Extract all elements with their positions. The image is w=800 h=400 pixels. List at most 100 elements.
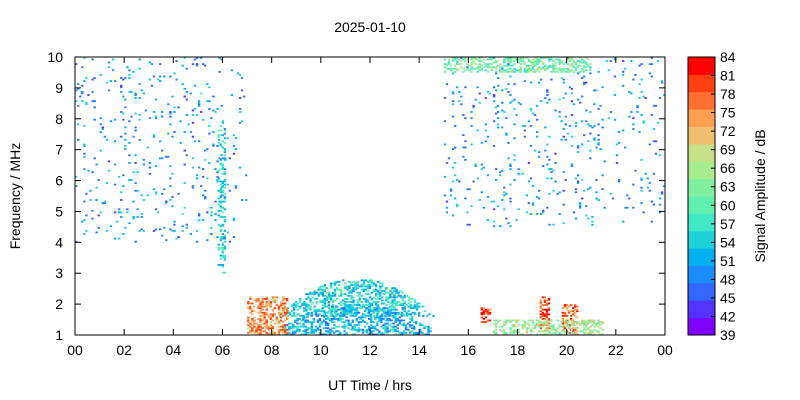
heatmap-cell — [576, 151, 580, 154]
heatmap-cell — [484, 123, 488, 126]
heatmap-cell — [217, 141, 220, 144]
heatmap-cell — [217, 169, 220, 172]
heatmap-cell — [513, 154, 516, 157]
heatmap-cell — [385, 288, 388, 291]
heatmap-cell — [327, 301, 331, 303]
heatmap-cell — [171, 196, 174, 198]
heatmap-cell — [525, 57, 529, 59]
heatmap-cell — [636, 106, 639, 109]
heatmap-cell — [107, 169, 111, 172]
heatmap-cell — [283, 305, 287, 308]
heatmap-cell — [372, 301, 376, 303]
heatmap-cell — [358, 297, 361, 300]
heatmap-cell — [290, 314, 294, 317]
heatmap-cell — [525, 331, 529, 334]
heatmap-cell — [474, 165, 477, 167]
heatmap-cell — [413, 304, 417, 306]
heatmap-cell — [381, 302, 384, 305]
heatmap-cell — [361, 321, 365, 323]
heatmap-cell — [519, 63, 522, 66]
heatmap-cell — [548, 168, 551, 171]
heatmap-cell — [650, 63, 654, 66]
heatmap-cell — [327, 293, 331, 296]
heatmap-cell — [327, 304, 331, 306]
heatmap-cell — [247, 301, 250, 303]
heatmap-cell — [621, 220, 625, 223]
heatmap-cell — [403, 307, 406, 310]
colorbar-swatch — [688, 143, 715, 162]
heatmap-cell — [558, 191, 561, 194]
heatmap-cell — [391, 288, 394, 291]
heatmap-cell — [370, 333, 373, 336]
heatmap-cell — [486, 64, 490, 67]
heatmap-cell — [398, 319, 402, 322]
heatmap-cell — [615, 143, 619, 146]
heatmap-cell — [460, 60, 463, 62]
heatmap-cell — [199, 111, 203, 113]
heatmap-cell — [517, 331, 520, 334]
heatmap-cell — [118, 237, 121, 240]
x-tick-label: 00 — [67, 342, 83, 358]
heatmap-cell — [351, 305, 354, 308]
heatmap-cell — [380, 314, 383, 317]
heatmap-cell — [374, 288, 378, 291]
heatmap-cell — [658, 154, 662, 157]
colorbar-swatch — [688, 57, 715, 75]
heatmap-cell — [537, 81, 541, 84]
heatmap-cell — [362, 285, 365, 288]
heatmap-cell — [191, 186, 195, 189]
heatmap-cell — [568, 86, 572, 89]
heatmap-cell — [379, 310, 382, 313]
heatmap-cell — [99, 73, 102, 76]
heatmap-cell — [324, 322, 328, 325]
heatmap-cell — [169, 111, 172, 113]
heatmap-cell — [640, 78, 643, 81]
heatmap-cell — [253, 325, 256, 328]
heatmap-cell — [556, 58, 559, 61]
heatmap-cell — [202, 194, 205, 197]
heatmap-cell — [219, 162, 222, 164]
heatmap-cell — [488, 58, 492, 61]
heatmap-cell — [376, 322, 379, 325]
heatmap-cell — [656, 60, 660, 62]
heatmap-cell — [343, 325, 346, 328]
heatmap-cell — [216, 107, 219, 110]
heatmap-cell — [370, 297, 374, 300]
heatmap-cell — [324, 321, 328, 323]
heatmap-cell — [283, 331, 287, 334]
heatmap-cell — [591, 331, 594, 334]
heatmap-cell — [305, 310, 308, 313]
heatmap-cell — [361, 316, 365, 319]
heatmap-cell — [535, 58, 539, 61]
heatmap-cell — [217, 134, 220, 137]
heatmap-cell — [595, 330, 598, 333]
heatmap-cell — [349, 307, 352, 310]
heatmap-cell — [497, 104, 500, 107]
heatmap-cell — [464, 60, 467, 62]
heatmap-cell — [492, 319, 496, 322]
heatmap-cell — [466, 188, 469, 191]
heatmap-cell — [458, 63, 461, 66]
heatmap-cell — [462, 134, 465, 137]
heatmap-cell — [484, 69, 488, 72]
heatmap-cell — [364, 293, 368, 296]
heatmap-cell — [154, 228, 158, 231]
heatmap-cell — [183, 87, 186, 90]
heatmap-cell — [283, 307, 287, 310]
heatmap-cell — [362, 305, 365, 308]
heatmap-cell — [509, 57, 512, 59]
heatmap-cell — [358, 307, 361, 310]
heatmap-cell — [271, 313, 275, 316]
heatmap-cell — [660, 80, 664, 83]
heatmap-cell — [329, 310, 333, 313]
heatmap-cell — [391, 302, 394, 305]
heatmap-cell — [401, 297, 404, 300]
heatmap-cell — [406, 322, 410, 325]
heatmap-cell — [376, 280, 380, 283]
heatmap-cell — [265, 322, 268, 325]
heatmap-cell — [464, 146, 467, 149]
heatmap-cell — [327, 291, 331, 294]
heatmap-cell — [183, 95, 186, 98]
heatmap-cell — [503, 331, 506, 334]
heatmap-cell — [505, 134, 508, 137]
